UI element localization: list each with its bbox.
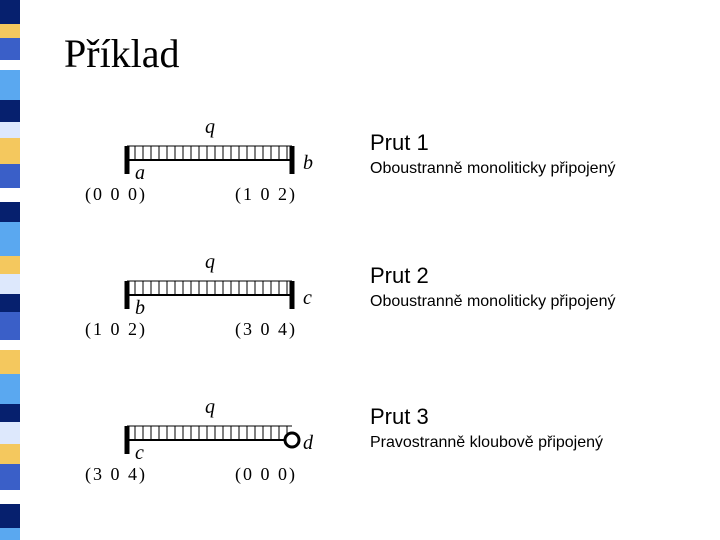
- sidebar-band: [0, 528, 20, 540]
- sidebar-band: [0, 422, 20, 444]
- node-label-left: a: [135, 162, 145, 185]
- beam-description: Oboustranně monoliticky připojený: [370, 160, 615, 178]
- sidebar-band: [0, 60, 20, 70]
- load-label: q: [205, 251, 215, 274]
- sidebar-band: [0, 100, 20, 122]
- sidebar-band: [0, 38, 20, 60]
- sidebar-band: [0, 138, 20, 164]
- node-coords-right: (3 0 4): [235, 319, 297, 340]
- beam-slot: qcd(3 0 4)(0 0 0): [105, 402, 335, 482]
- node-coords-right: (0 0 0): [235, 464, 297, 485]
- sidebar-band: [0, 0, 20, 24]
- sidebar-band: [0, 274, 20, 294]
- beam-title: Prut 1: [370, 130, 429, 156]
- slide: { "sidebar": { "bands": [ {"h": 24, "c":…: [0, 0, 720, 540]
- node-coords-right: (1 0 2): [235, 184, 297, 205]
- beam-description: Pravostranně kloubově připojený: [370, 434, 603, 452]
- sidebar-band: [0, 256, 20, 274]
- sidebar-band: [0, 444, 20, 464]
- sidebar-band: [0, 294, 20, 312]
- node-label-right: c: [303, 287, 312, 310]
- beam-title: Prut 3: [370, 404, 429, 430]
- sidebar-band: [0, 312, 20, 340]
- node-label-left: b: [135, 297, 145, 320]
- node-coords-left: (3 0 4): [85, 464, 147, 485]
- sidebar-band: [0, 70, 20, 100]
- load-label: q: [205, 116, 215, 139]
- node-coords-left: (1 0 2): [85, 319, 147, 340]
- sidebar-band: [0, 340, 20, 350]
- sidebar-band: [0, 188, 20, 202]
- load-label: q: [205, 396, 215, 419]
- sidebar-band: [0, 202, 20, 222]
- beam-title: Prut 2: [370, 263, 429, 289]
- sidebar-band: [0, 404, 20, 422]
- slide-title: Příklad: [64, 30, 180, 77]
- node-coords-left: (0 0 0): [85, 184, 147, 205]
- node-label-right: b: [303, 152, 313, 175]
- beam-slot: qab(0 0 0)(1 0 2): [105, 122, 335, 202]
- sidebar-band: [0, 24, 20, 38]
- sidebar-band: [0, 164, 20, 188]
- sidebar-band: [0, 122, 20, 138]
- sidebar-band: [0, 222, 20, 256]
- beam-description: Oboustranně monoliticky připojený: [370, 293, 615, 311]
- node-label-left: c: [135, 442, 144, 465]
- sidebar-band: [0, 464, 20, 490]
- decorative-sidebar: [0, 0, 20, 540]
- node-label-right: d: [303, 432, 313, 455]
- beam-slot: qbc(1 0 2)(3 0 4): [105, 257, 335, 337]
- sidebar-band: [0, 374, 20, 404]
- sidebar-band: [0, 350, 20, 374]
- sidebar-band: [0, 504, 20, 528]
- sidebar-band: [0, 490, 20, 504]
